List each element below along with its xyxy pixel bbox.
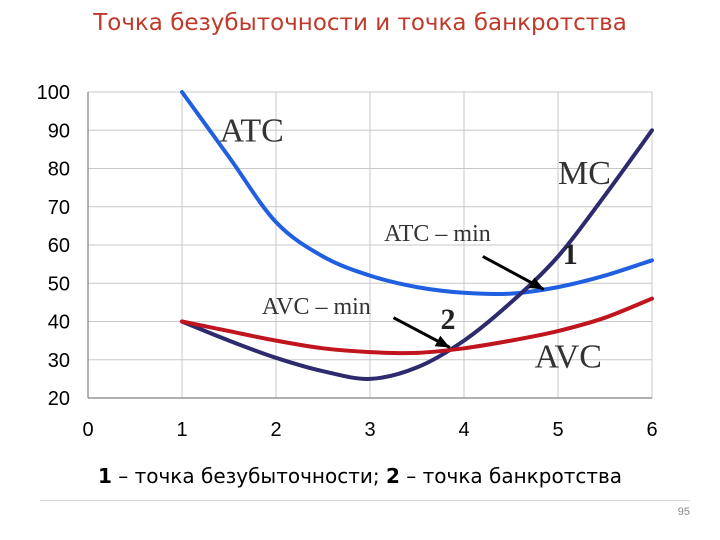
y-tick-label: 40 xyxy=(48,312,70,334)
x-tick-label: 6 xyxy=(646,419,657,441)
chart-arrows xyxy=(392,255,545,349)
arrow-head xyxy=(528,277,544,290)
caption-text-2: – точка банкротства xyxy=(399,464,623,488)
footer-divider xyxy=(40,500,690,501)
caption-text-1: – точка безубыточности; xyxy=(111,464,386,488)
y-tick-label: 30 xyxy=(48,350,70,372)
series-label-atc: ATC xyxy=(220,113,284,150)
min-annotation: AVC – min xyxy=(262,294,371,320)
x-tick-label: 2 xyxy=(270,419,281,441)
series-label-mc: MC xyxy=(558,155,611,192)
point-label: 2 xyxy=(441,303,456,336)
x-tick-label: 5 xyxy=(552,419,563,441)
series-line-avc xyxy=(180,296,654,356)
y-tick-label: 100 xyxy=(37,82,70,104)
page-number: 95 xyxy=(677,506,690,518)
caption-num-2: 2 xyxy=(385,464,400,488)
chart-labels: ATC MC AVC ATC – min AVC – min 1 2 xyxy=(220,113,611,376)
slide-title: Точка безубыточности и точка банкротства xyxy=(93,10,627,36)
y-tick-label: 90 xyxy=(48,120,70,142)
min-annotation: ATC – min xyxy=(384,221,491,247)
y-tick-label: 60 xyxy=(48,235,70,257)
x-tick-label: 3 xyxy=(364,419,375,441)
y-tick-label: 80 xyxy=(48,159,70,181)
series-line-mc xyxy=(180,128,654,381)
y-tick-label: 70 xyxy=(48,197,70,219)
point-label: 1 xyxy=(563,238,578,271)
y-tick-label: 20 xyxy=(48,388,70,410)
x-tick-label: 4 xyxy=(458,419,469,441)
series-line-atc xyxy=(180,90,654,297)
caption-num-1: 1 xyxy=(97,464,112,488)
legend-caption: 1 – точка безубыточности; 2 – точка банк… xyxy=(0,464,720,488)
x-tick-label: 0 xyxy=(82,419,93,441)
x-tick-label: 1 xyxy=(176,419,187,441)
chart-series xyxy=(180,90,654,381)
arrow-head xyxy=(434,335,450,348)
series-label-avc: AVC xyxy=(535,338,602,375)
chart-tick-labels: 0 1 2 3 4 5 6 20 30 40 50 60 70 80 90 100 xyxy=(37,82,658,441)
chart-axes xyxy=(87,92,652,399)
cost-curves-chart: 0 1 2 3 4 5 6 20 30 40 50 60 70 80 90 100 ATC MC AVC ATC –… xyxy=(37,82,658,441)
y-tick-label: 50 xyxy=(48,273,70,295)
